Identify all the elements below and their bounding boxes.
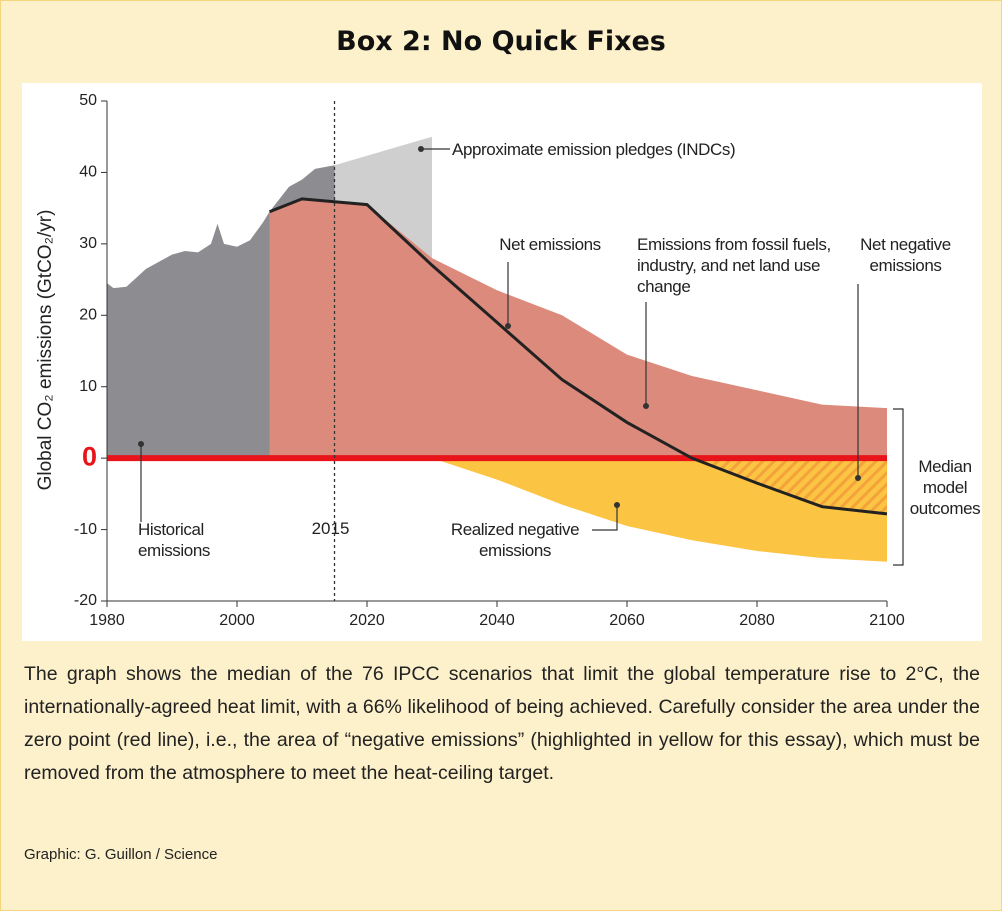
y-tick-label: 0 xyxy=(82,441,97,471)
y-tick-label: 20 xyxy=(79,307,97,324)
bracket xyxy=(893,408,904,566)
y-tick-label: -10 xyxy=(74,521,97,538)
y-tick-label: -20 xyxy=(74,592,97,609)
leader-dot xyxy=(643,403,649,409)
x-tick-label: 2020 xyxy=(349,612,385,629)
y-tick-label: 50 xyxy=(79,92,97,109)
x-tick-label: 2040 xyxy=(479,612,515,629)
y-tick-label: 30 xyxy=(79,235,97,252)
annotation: Net negative emissions xyxy=(860,235,951,275)
leader-line xyxy=(592,505,618,531)
leader-dot xyxy=(138,441,144,447)
x-tick-label: 2100 xyxy=(869,612,905,629)
x-tick-label: 2060 xyxy=(609,612,645,629)
annotation: Emissions from fossil fuels, industry, a… xyxy=(637,235,831,296)
x-tick-label: 2000 xyxy=(219,612,255,629)
leader-dot xyxy=(614,502,620,508)
y-tick-label: 10 xyxy=(79,378,97,395)
annotation: Realized negative emissions xyxy=(450,520,580,560)
caption: The graph shows the median of the 76 IPC… xyxy=(24,663,980,784)
credit: Graphic: G. Guillon / Science xyxy=(24,846,218,863)
leader-dot xyxy=(418,146,424,152)
y-tick-label: 40 xyxy=(79,164,97,181)
annotation: Net emissions xyxy=(499,235,601,254)
area xyxy=(269,199,887,459)
box-title: Box 2: No Quick Fixes xyxy=(336,26,666,57)
hatch-area xyxy=(692,458,887,514)
y-axis-label: Global CO₂ emissions (GtCO₂/yr) xyxy=(35,210,56,491)
reference-label: 2015 xyxy=(312,519,350,538)
leader-dot xyxy=(855,475,861,481)
annotation: Approximate emission pledges (INDCs) xyxy=(452,140,736,159)
annotation: Historical emissions xyxy=(138,520,210,560)
leader-dot xyxy=(505,323,511,329)
annotation: Median model outcomes xyxy=(909,457,981,518)
x-tick-label: 1980 xyxy=(89,612,125,629)
net-line xyxy=(268,197,888,516)
x-tick-label: 2080 xyxy=(739,612,775,629)
